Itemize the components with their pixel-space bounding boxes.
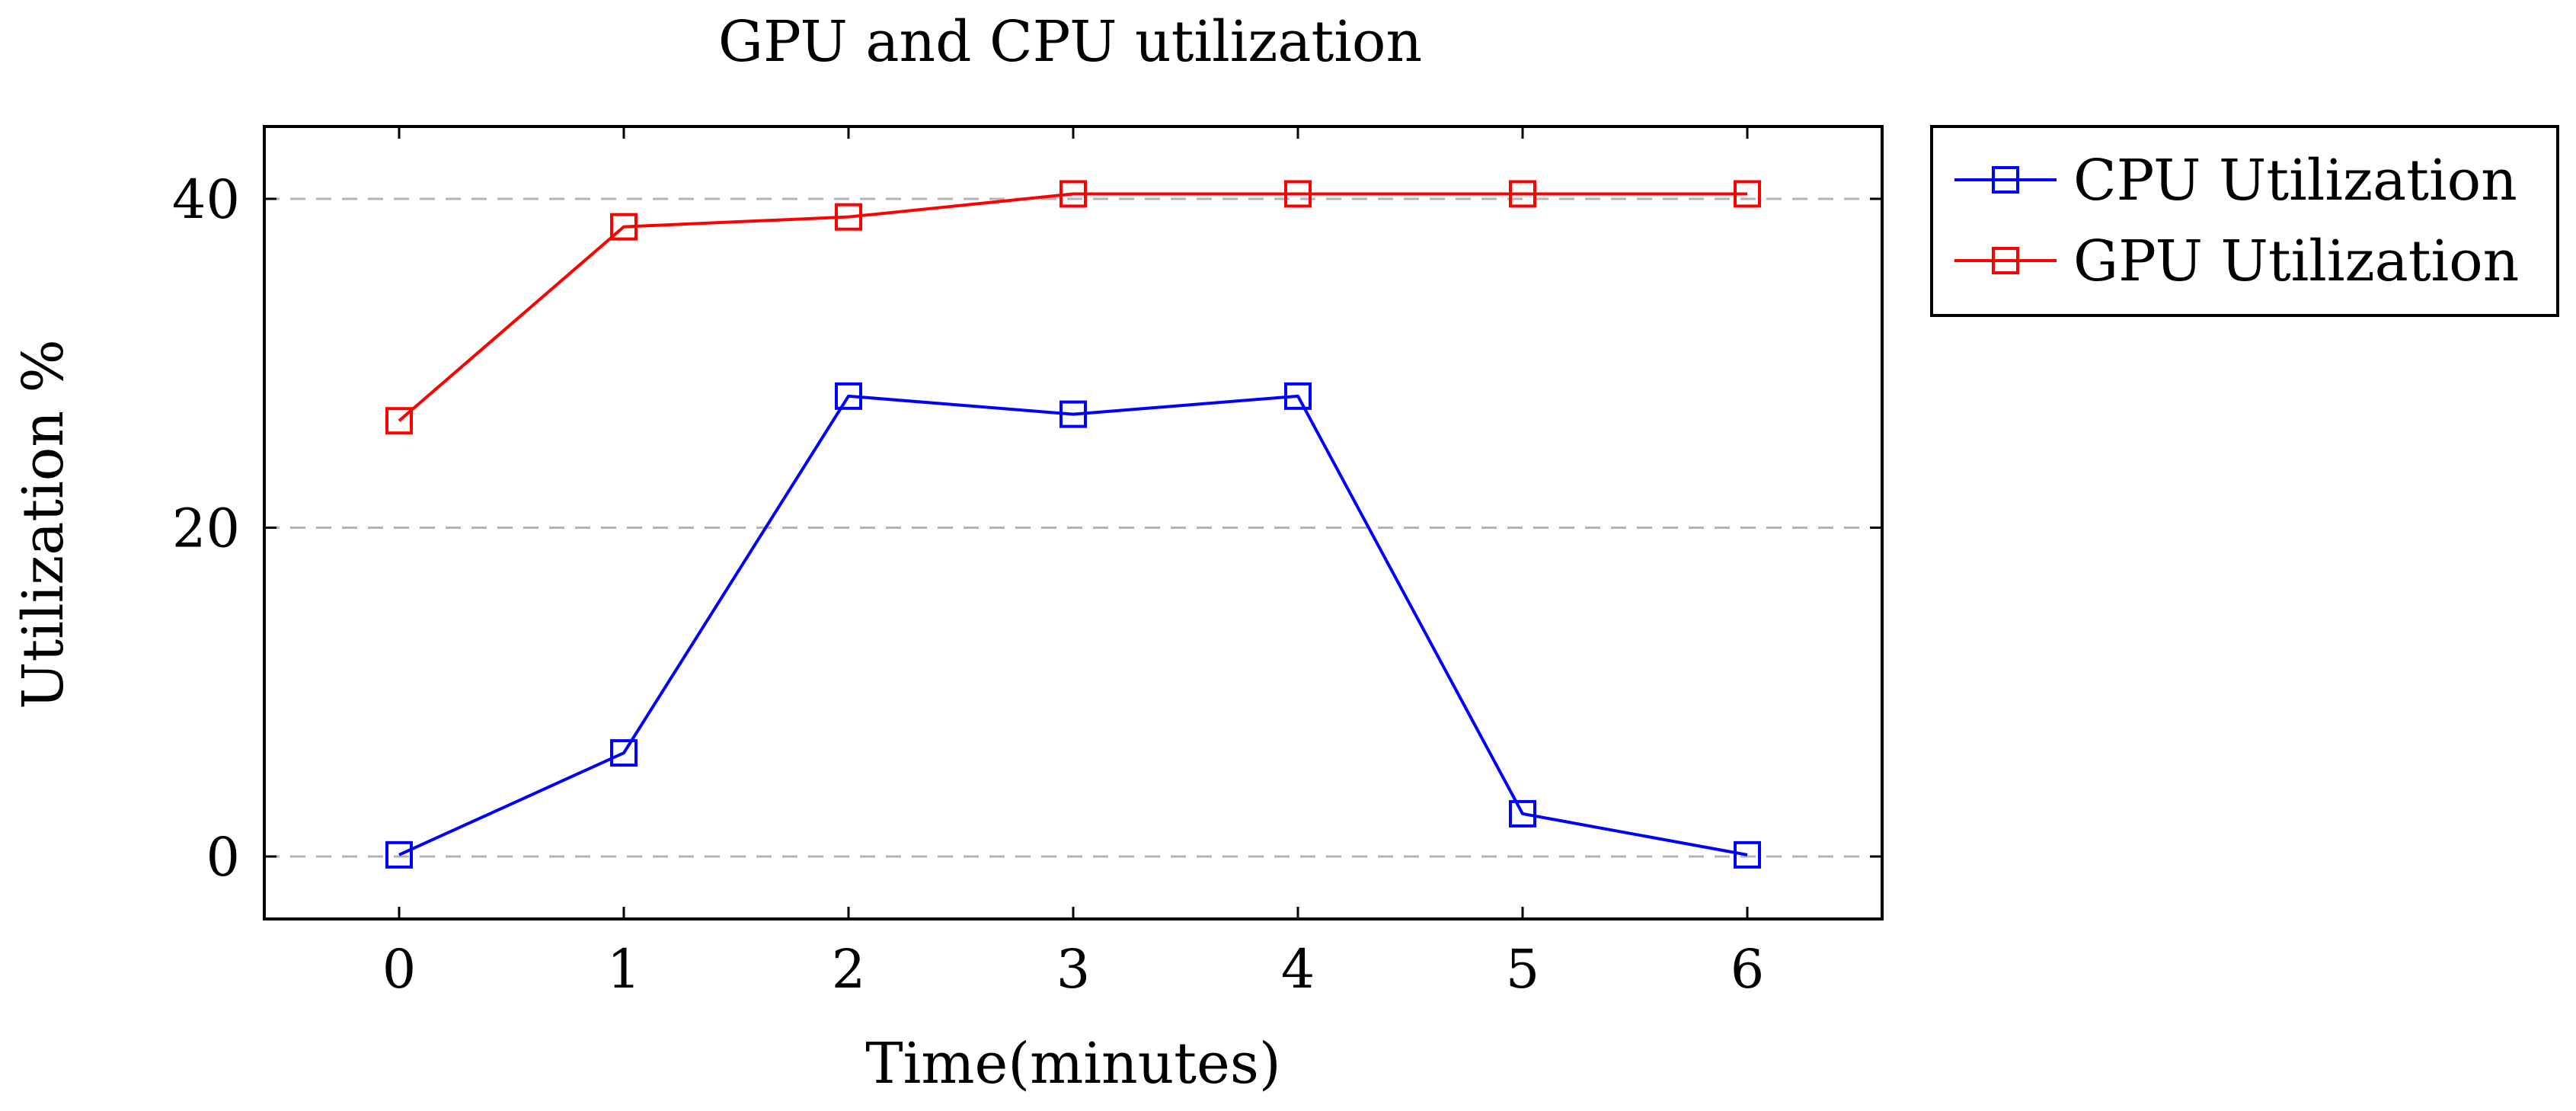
x-tick-label: 1: [607, 938, 641, 1001]
gpu-utilization-point: [1284, 180, 1312, 208]
gpu-utilization-series: [385, 180, 1761, 435]
gpu-utilization-point: [1734, 180, 1761, 208]
cpu-utilization-line: [398, 394, 1748, 856]
gpu-utilization-point: [835, 203, 862, 231]
gpu-utilization-point: [1509, 180, 1536, 208]
cpu-utilization-point: [1284, 382, 1312, 410]
legend-marker-gpu-utilization: [1992, 247, 2019, 274]
chart-title: GPU and CPU utilization: [718, 9, 1422, 75]
plot-frame: [263, 125, 1884, 920]
y-tick-label: 20: [172, 497, 240, 559]
x-tick-label: 5: [1506, 938, 1540, 1001]
cpu-utilization-point: [1734, 840, 1761, 869]
cpu-utilization-series: [385, 382, 1761, 869]
legend-entry-gpu-utilization: GPU Utilization: [1954, 229, 2519, 294]
gpu-utilization-point: [610, 213, 638, 241]
x-tick-label: 3: [1056, 938, 1091, 1001]
x-tick-label: 6: [1731, 938, 1765, 1001]
series-layer: [385, 180, 1761, 869]
x-axis-label: Time(minutes): [865, 1031, 1280, 1097]
ticks-layer: 0 20 40 0 1 2 3 4 5 6: [172, 126, 1882, 1001]
x-tick-label: 4: [1281, 938, 1315, 1001]
cpu-utilization-point: [610, 739, 638, 767]
legend-label-cpu-utilization: CPU Utilization: [2073, 148, 2517, 213]
grid-layer: [264, 197, 1882, 858]
legend-label-gpu-utilization: GPU Utilization: [2073, 229, 2519, 294]
x-tick-label: 0: [382, 938, 417, 1001]
cpu-utilization-point: [835, 382, 862, 410]
y-axis-label: Utilization %: [11, 339, 76, 709]
y-tick-label: 0: [206, 826, 240, 888]
gpu-utilization-point: [385, 407, 413, 435]
cpu-utilization-point: [1509, 799, 1536, 828]
legend-entry-cpu-utilization: CPU Utilization: [1954, 148, 2517, 213]
y-tick-label: 40: [172, 168, 240, 231]
legend: CPU Utilization GPU Utilization: [1930, 125, 2559, 317]
cpu-utilization-point: [1059, 400, 1087, 428]
gpu-utilization-line: [398, 192, 1747, 422]
legend-entries: CPU Utilization GPU Utilization: [1954, 148, 2519, 294]
gpu-utilization-point: [1059, 180, 1087, 208]
x-tick-label: 2: [832, 938, 866, 1001]
cpu-utilization-point: [385, 840, 413, 869]
legend-marker-cpu-utilization: [1992, 166, 2019, 194]
legend-box: [1930, 125, 2559, 317]
